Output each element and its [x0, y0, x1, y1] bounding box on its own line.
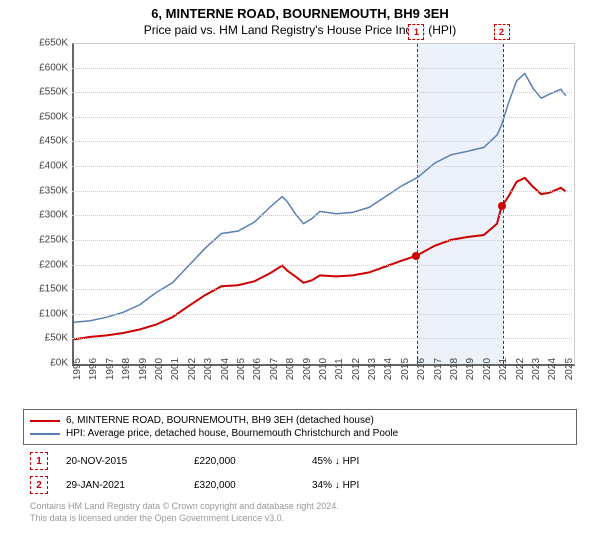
x-tick-label: 2016	[416, 358, 427, 380]
sale-row: 2 29-JAN-2021 £320,000 34% ↓ HPI	[30, 473, 570, 497]
gridline	[72, 92, 572, 93]
y-tick-label: £400K	[20, 161, 68, 172]
sale-marker-1: 1	[408, 24, 424, 40]
x-tick-label: 1997	[105, 358, 116, 380]
sale-price: £220,000	[194, 456, 294, 467]
gridline	[72, 265, 572, 266]
sale-marker-2: 2	[494, 24, 510, 40]
x-tick-label: 2001	[170, 358, 181, 380]
x-tick-label: 2000	[154, 358, 165, 380]
gridline	[72, 68, 572, 69]
gridline	[72, 289, 572, 290]
y-tick-label: £50K	[20, 333, 68, 344]
legend-swatch	[30, 433, 60, 435]
legend-label: HPI: Average price, detached house, Bour…	[66, 428, 398, 439]
gridline	[72, 191, 572, 192]
sale-delta: 34% ↓ HPI	[312, 480, 359, 491]
gridline	[72, 215, 572, 216]
y-tick-label: £100K	[20, 308, 68, 319]
x-tick-label: 2020	[482, 358, 493, 380]
sale-point-1	[412, 252, 420, 260]
gridline	[72, 240, 572, 241]
series-property	[74, 178, 566, 340]
x-tick-label: 2012	[351, 358, 362, 380]
x-tick-label: 1996	[88, 358, 99, 380]
x-tick-label: 2013	[367, 358, 378, 380]
x-tick-label: 2002	[187, 358, 198, 380]
legend-row: HPI: Average price, detached house, Bour…	[30, 427, 570, 440]
y-tick-label: £200K	[20, 259, 68, 270]
license-line-2: This data is licensed under the Open Gov…	[30, 513, 570, 525]
gridline	[72, 338, 572, 339]
sale-delta: 45% ↓ HPI	[312, 456, 359, 467]
license-text: Contains HM Land Registry data © Crown c…	[30, 497, 570, 524]
x-tick-label: 1998	[121, 358, 132, 380]
x-tick-label: 1995	[72, 358, 83, 380]
y-tick-label: £0K	[20, 358, 68, 369]
sale-row: 1 20-NOV-2015 £220,000 45% ↓ HPI	[30, 449, 570, 473]
x-tick-label: 2008	[285, 358, 296, 380]
gridline	[72, 117, 572, 118]
x-tick-label: 2021	[498, 358, 509, 380]
x-tick-label: 2003	[203, 358, 214, 380]
legend-row: 6, MINTERNE ROAD, BOURNEMOUTH, BH9 3EH (…	[30, 414, 570, 427]
y-tick-label: £650K	[20, 38, 68, 49]
sale-index: 1	[30, 452, 48, 470]
legend-box: 6, MINTERNE ROAD, BOURNEMOUTH, BH9 3EH (…	[23, 409, 577, 445]
x-tick-label: 2004	[220, 358, 231, 380]
series-hpi	[74, 74, 566, 323]
chart-area: 12 £0K£50K£100K£150K£200K£250K£300K£350K…	[20, 43, 580, 403]
sale-date: 29-JAN-2021	[66, 480, 176, 491]
x-tick-label: 2009	[302, 358, 313, 380]
x-tick-label: 2014	[383, 358, 394, 380]
license-line-1: Contains HM Land Registry data © Crown c…	[30, 501, 570, 513]
y-tick-label: £250K	[20, 234, 68, 245]
x-tick-label: 2006	[252, 358, 263, 380]
x-tick-label: 2005	[236, 358, 247, 380]
y-tick-label: £600K	[20, 62, 68, 73]
sale-point-2	[498, 202, 506, 210]
sales-table: 1 20-NOV-2015 £220,000 45% ↓ HPI 2 29-JAN-202…	[30, 449, 570, 497]
sale-index: 2	[30, 476, 48, 494]
x-tick-label: 2024	[547, 358, 558, 380]
gridline	[72, 314, 572, 315]
chart-subtitle: Price paid vs. HM Land Registry's House …	[0, 21, 600, 43]
x-tick-label: 2010	[318, 358, 329, 380]
gridline	[72, 166, 572, 167]
y-tick-label: £300K	[20, 210, 68, 221]
sale-date: 20-NOV-2015	[66, 456, 176, 467]
y-tick-label: £150K	[20, 284, 68, 295]
x-tick-label: 2007	[269, 358, 280, 380]
x-tick-label: 2018	[449, 358, 460, 380]
y-tick-label: £500K	[20, 111, 68, 122]
sale-price: £320,000	[194, 480, 294, 491]
chart-title: 6, MINTERNE ROAD, BOURNEMOUTH, BH9 3EH	[0, 0, 600, 21]
x-tick-label: 2019	[465, 358, 476, 380]
legend-label: 6, MINTERNE ROAD, BOURNEMOUTH, BH9 3EH (…	[66, 415, 374, 426]
x-tick-label: 2022	[515, 358, 526, 380]
footer: 1 20-NOV-2015 £220,000 45% ↓ HPI 2 29-JAN-202…	[30, 449, 570, 524]
x-tick-label: 2023	[531, 358, 542, 380]
legend-swatch	[30, 420, 60, 422]
gridline	[72, 141, 572, 142]
x-tick-label: 1999	[138, 358, 149, 380]
y-tick-label: £550K	[20, 87, 68, 98]
y-tick-label: £450K	[20, 136, 68, 147]
x-tick-label: 2015	[400, 358, 411, 380]
x-tick-label: 2025	[564, 358, 575, 380]
x-tick-label: 2011	[334, 358, 345, 380]
x-tick-label: 2017	[433, 358, 444, 380]
y-tick-label: £350K	[20, 185, 68, 196]
